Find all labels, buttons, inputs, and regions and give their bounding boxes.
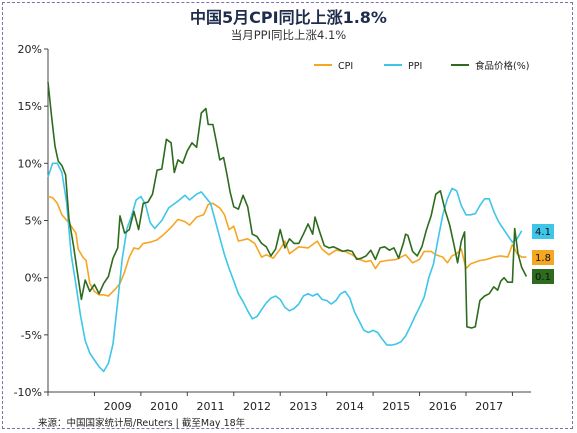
end-label-0: 4.1 <box>535 227 551 238</box>
x-tick-label: 2017 <box>475 400 503 413</box>
series-line-1 <box>47 162 523 373</box>
legend: CPI PPI 食品价格(%) <box>314 60 529 72</box>
y-tick-label: -5% <box>21 329 42 342</box>
chart-subtitle: 当月PPI同比上涨4.1% <box>230 28 347 42</box>
chart-title: 中国5月CPI同比上涨1.8% <box>190 8 387 27</box>
x-tick-label: 2011 <box>197 400 225 413</box>
legend-label-1: PPI <box>408 61 422 72</box>
end-value-labels: 4.1 1.8 0.1 <box>532 224 554 284</box>
x-axis: 2009 2010 2011 2012 2013 2014 2015 2016 2017 <box>47 391 531 413</box>
y-tick-label: 20% <box>18 43 42 56</box>
legend-label-0: CPI <box>338 61 353 72</box>
y-tick-label: 15% <box>18 100 42 113</box>
y-tick-label: 5% <box>25 215 42 228</box>
x-tick-label: 2015 <box>382 400 410 413</box>
y-tick-label: -10% <box>14 386 42 399</box>
end-label-2: 0.1 <box>535 272 551 283</box>
y-axis: 20% 15% 10% 5% 0% -5% -10% <box>14 43 49 399</box>
x-tick-label: 2013 <box>289 400 317 413</box>
x-tick-label: 2009 <box>104 400 132 413</box>
y-tick-label: 10% <box>18 157 42 170</box>
x-tick-label: 2010 <box>150 400 178 413</box>
legend-label-2: 食品价格(%) <box>475 60 529 72</box>
x-tick-label: 2014 <box>336 400 364 413</box>
x-tick-label: 2016 <box>429 400 457 413</box>
y-tick-label: 0% <box>25 272 42 285</box>
end-label-1: 1.8 <box>535 253 551 264</box>
source-note: 来源：中国国家统计局/Reuters | 截至May 18年 <box>38 418 246 429</box>
x-tick-label: 2012 <box>243 400 271 413</box>
end-label-box-0 <box>532 224 554 239</box>
series-lines <box>47 82 528 373</box>
chart-frame <box>2 2 573 429</box>
series-line-0 <box>47 195 527 297</box>
series-line-2 <box>47 82 528 329</box>
end-label-box-1 <box>532 250 554 265</box>
end-label-box-2 <box>532 269 554 284</box>
